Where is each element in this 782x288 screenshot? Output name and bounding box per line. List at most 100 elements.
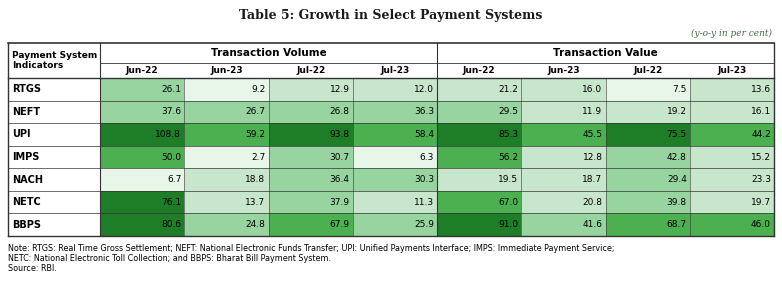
Text: 37.9: 37.9 [330,198,350,207]
Bar [690,101,774,123]
Bar [353,213,437,236]
Bar [353,146,437,168]
Text: 41.6: 41.6 [583,220,602,229]
Text: 36.4: 36.4 [330,175,350,184]
Bar [8,101,100,123]
Text: 11.9: 11.9 [583,107,602,116]
Bar [437,78,522,101]
Bar [185,101,268,123]
Text: 11.3: 11.3 [414,198,434,207]
Text: Jun-23: Jun-23 [547,66,579,75]
Text: 37.6: 37.6 [161,107,181,116]
Text: 6.7: 6.7 [167,175,181,184]
Text: 20.8: 20.8 [583,198,602,207]
Text: 91.0: 91.0 [498,220,518,229]
Bar [690,78,774,101]
Bar [353,191,437,213]
Text: IMPS: IMPS [12,152,39,162]
Bar [605,123,690,146]
Bar [185,213,268,236]
Text: 44.2: 44.2 [752,130,771,139]
Bar [268,168,353,191]
Text: 59.2: 59.2 [246,130,266,139]
Text: 24.8: 24.8 [246,220,266,229]
Bar [100,146,185,168]
Bar [268,101,353,123]
Text: 26.7: 26.7 [246,107,266,116]
Bar [437,191,522,213]
Bar [8,63,774,78]
Bar [268,213,353,236]
Bar [437,168,522,191]
Text: Table 5: Growth in Select Payment Systems: Table 5: Growth in Select Payment System… [239,10,543,22]
Bar [690,123,774,146]
Text: 26.1: 26.1 [161,85,181,94]
Text: 75.5: 75.5 [666,130,687,139]
Text: 50.0: 50.0 [161,153,181,162]
Text: Jul-22: Jul-22 [296,66,325,75]
Bar [605,78,690,101]
Text: Jul-22: Jul-22 [633,66,662,75]
Bar [8,191,100,213]
Text: Source: RBI.: Source: RBI. [8,264,57,273]
Text: 7.5: 7.5 [673,85,687,94]
Bar [268,78,353,101]
Bar [522,191,605,213]
Bar [268,191,353,213]
Text: 93.8: 93.8 [330,130,350,139]
Text: 58.4: 58.4 [414,130,434,139]
Bar [605,191,690,213]
Text: 23.3: 23.3 [751,175,771,184]
Bar [100,78,185,101]
Text: 80.6: 80.6 [161,220,181,229]
Text: 67.9: 67.9 [330,220,350,229]
Text: 108.8: 108.8 [156,130,181,139]
Bar [605,168,690,191]
Text: 18.7: 18.7 [583,175,602,184]
Text: UPI: UPI [12,129,30,139]
Text: 29.4: 29.4 [667,175,687,184]
Text: Jun-22: Jun-22 [126,66,159,75]
Text: RTGS: RTGS [12,84,41,94]
Text: Transaction Value: Transaction Value [553,48,658,58]
Text: 36.3: 36.3 [414,107,434,116]
Text: 68.7: 68.7 [666,220,687,229]
Bar [522,146,605,168]
Text: Jun-23: Jun-23 [210,66,242,75]
Bar [522,168,605,191]
Text: Payment System
Indicators: Payment System Indicators [12,51,97,70]
Text: 30.7: 30.7 [330,153,350,162]
Text: 67.0: 67.0 [498,198,518,207]
Bar [100,191,185,213]
Text: NETC: NETC [12,197,41,207]
Text: 76.1: 76.1 [161,198,181,207]
Bar [522,213,605,236]
Bar [522,101,605,123]
Text: 39.8: 39.8 [666,198,687,207]
Bar [8,146,100,168]
Bar [690,168,774,191]
Bar [353,123,437,146]
Text: Transaction Volume: Transaction Volume [210,48,326,58]
Bar [690,213,774,236]
Bar [185,123,268,146]
Text: Note: RTGS: Real Time Gross Settlement; NEFT: National Electronic Funds Transfer: Note: RTGS: Real Time Gross Settlement; … [8,244,615,253]
Text: NEFT: NEFT [12,107,40,117]
Text: NACH: NACH [12,175,43,185]
Text: 19.5: 19.5 [498,175,518,184]
Text: 2.7: 2.7 [251,153,266,162]
Bar [8,168,100,191]
Bar [437,123,522,146]
Bar [268,146,353,168]
Text: (y-o-y in per cent): (y-o-y in per cent) [691,29,772,37]
Bar [100,101,185,123]
Text: 6.3: 6.3 [420,153,434,162]
Text: 16.1: 16.1 [751,107,771,116]
Text: 12.8: 12.8 [583,153,602,162]
Bar [185,191,268,213]
Bar [437,101,522,123]
Text: 56.2: 56.2 [498,153,518,162]
Bar [100,168,185,191]
Text: 21.2: 21.2 [498,85,518,94]
Text: 19.7: 19.7 [751,198,771,207]
